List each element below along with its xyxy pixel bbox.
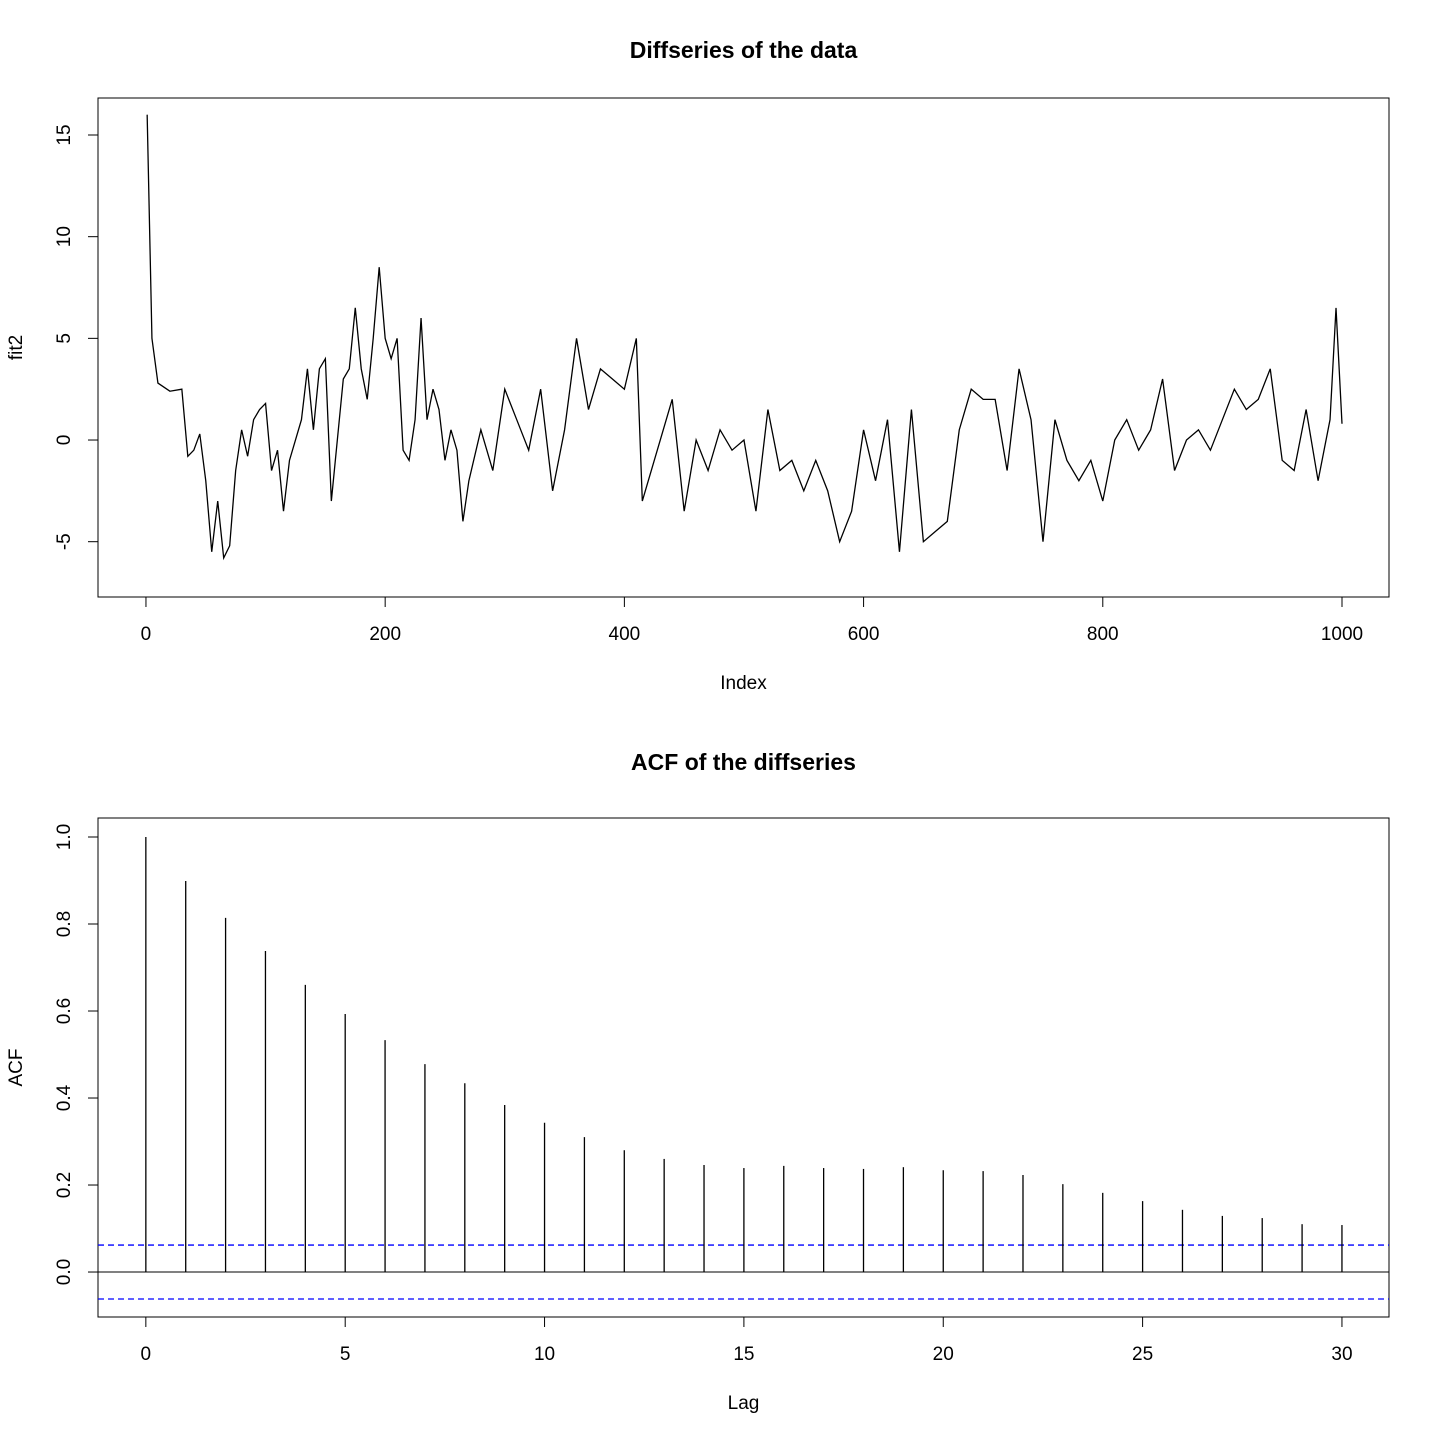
y-tick-label: 15 xyxy=(54,124,75,145)
x-tick-label: 800 xyxy=(1087,624,1119,645)
y-tick-label: 0.4 xyxy=(54,1084,75,1111)
y-tick-label: 1.0 xyxy=(54,824,75,850)
x-tick-label: 30 xyxy=(1331,1344,1352,1365)
x-tick-label: 5 xyxy=(340,1344,351,1365)
x-tick-label: 400 xyxy=(609,624,641,645)
y-axis-title: ACF xyxy=(6,1049,27,1087)
y-tick-label: 0.6 xyxy=(54,998,75,1024)
x-tick-label: 0 xyxy=(141,1344,152,1365)
x-tick-label: 1000 xyxy=(1321,624,1363,645)
chart-title: ACF of the diffseries xyxy=(631,749,856,775)
x-axis-title: Index xyxy=(720,673,767,694)
x-tick-label: 600 xyxy=(848,624,880,645)
y-tick-label: 10 xyxy=(54,226,75,247)
y-tick-label: -5 xyxy=(54,533,75,550)
y-tick-label: 0.8 xyxy=(54,911,75,937)
y-tick-label: 0.0 xyxy=(54,1259,75,1285)
y-tick-label: 0.2 xyxy=(54,1172,75,1198)
x-tick-label: 20 xyxy=(933,1344,954,1365)
x-tick-label: 15 xyxy=(733,1344,754,1365)
y-tick-label: 0 xyxy=(54,435,75,446)
x-tick-label: 0 xyxy=(141,624,152,645)
x-tick-label: 200 xyxy=(369,624,401,645)
y-axis-title: fit2 xyxy=(6,335,27,360)
x-tick-label: 10 xyxy=(534,1344,555,1365)
plot-frame xyxy=(97,97,1390,598)
x-tick-label: 25 xyxy=(1132,1344,1153,1365)
y-tick-label: 5 xyxy=(54,333,75,344)
x-axis-title: Lag xyxy=(728,1393,760,1414)
chart-title: Diffseries of the data xyxy=(630,37,858,63)
data-line xyxy=(146,114,1343,561)
